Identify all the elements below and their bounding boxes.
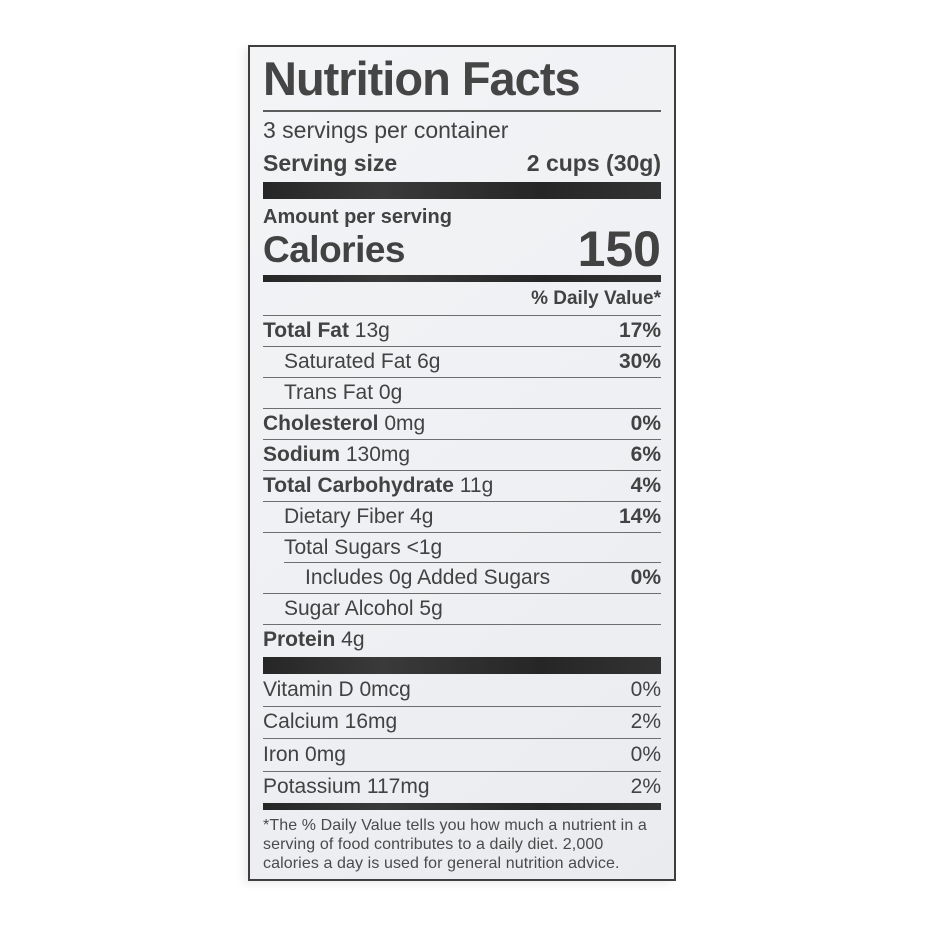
nutrient-name: Total Carbohydrate 11g: [263, 474, 494, 497]
daily-value-percent: 30%: [618, 350, 661, 373]
vitamin-rows: Vitamin D 0mcg 0% Calcium 16mg 2% Iron 0mg 0%…: [263, 674, 661, 803]
calories-block: Amount per serving Calories 150: [263, 199, 661, 275]
vitamin-row: Iron 0mg 0%: [263, 738, 661, 771]
nutrient-name: Vitamin D 0mcg: [263, 677, 411, 701]
title-divider: [263, 110, 661, 112]
thick-divider-bar-top: [263, 182, 661, 199]
nutrient-name: Includes 0g Added Sugars: [305, 566, 551, 589]
calories-left: Amount per serving Calories: [263, 205, 452, 271]
nutrient-row: Dietary Fiber 4g 14%: [263, 501, 661, 532]
daily-value-percent: 0%: [630, 566, 661, 589]
daily-value-percent: 4%: [630, 474, 661, 497]
nutrient-row: Saturated Fat 6g 30%: [263, 346, 661, 377]
daily-value-percent: 0%: [630, 742, 661, 766]
nutrient-row: Trans Fat 0g: [263, 377, 661, 408]
nutrient-rows: Total Fat 13g 17% Saturated Fat 6g 30% Trans…: [263, 315, 661, 655]
nutrient-row: Protein 4g: [263, 624, 661, 655]
daily-value-percent: 14%: [618, 505, 661, 528]
thick-divider-bar-vitamins: [263, 657, 661, 674]
nutrient-row: Includes 0g Added Sugars 0%: [263, 561, 661, 593]
amount-per-serving-label: Amount per serving: [263, 206, 452, 228]
daily-value-percent: 0%: [630, 677, 661, 701]
nutrient-name: Iron 0mg: [263, 742, 346, 766]
serving-size-label: Serving size: [263, 150, 398, 176]
nutrient-name: Saturated Fat 6g: [284, 350, 441, 373]
nutrient-name: Dietary Fiber 4g: [284, 505, 434, 528]
daily-value-percent: 17%: [618, 319, 661, 342]
nutrient-name: Calcium 16mg: [263, 710, 398, 734]
daily-value-percent: 2%: [630, 775, 661, 799]
nutrient-name: Total Fat 13g: [263, 319, 390, 342]
medium-divider-bar-footnote: [263, 803, 661, 810]
nutrient-row: Sugar Alcohol 5g: [263, 593, 661, 624]
medium-divider-bar-calories: [263, 275, 661, 282]
calories-value: 150: [577, 221, 661, 277]
nutrient-name: Sodium 130mg: [263, 443, 411, 466]
daily-value-footnote: *The % Daily Value tells you how much a …: [263, 817, 647, 872]
daily-value-percent: 0%: [630, 412, 661, 435]
nutrient-row: Total Carbohydrate 11g 4%: [263, 470, 661, 501]
nutrient-row: Total Fat 13g 17%: [263, 315, 661, 346]
nutrient-name: Protein 4g: [263, 628, 365, 651]
nutrient-row: Total Sugars <1g: [263, 532, 661, 563]
nutrient-row: Sodium 130mg 6%: [263, 439, 661, 470]
vitamin-row: Calcium 16mg 2%: [263, 705, 661, 739]
vitamin-row: Vitamin D 0mcg 0%: [263, 674, 661, 706]
nutrient-name: Trans Fat 0g: [284, 381, 403, 404]
daily-value-percent: 6%: [630, 443, 661, 466]
vitamin-row: Potassium 117mg 2%: [263, 770, 661, 804]
calories-label: Calories: [263, 229, 406, 270]
daily-value-header: % Daily Value*: [531, 288, 661, 309]
nutrient-row: Cholesterol 0mg 0%: [263, 408, 661, 439]
serving-size-row: Serving size 2 cups (30g): [263, 147, 661, 182]
nutrient-name: Cholesterol 0mg: [263, 412, 426, 435]
nutrient-name: Sugar Alcohol 5g: [284, 597, 443, 620]
label-title: Nutrition Facts: [263, 52, 581, 105]
daily-value-percent: 2%: [630, 710, 661, 734]
servings-per-container: 3 servings per container: [263, 117, 509, 143]
serving-size-value: 2 cups (30g): [526, 150, 661, 176]
nutrient-name: Total Sugars <1g: [284, 536, 443, 559]
nutrient-name: Potassium 117mg: [263, 775, 430, 799]
nutrition-facts-label: Nutrition Facts 3 servings per container…: [248, 45, 676, 881]
